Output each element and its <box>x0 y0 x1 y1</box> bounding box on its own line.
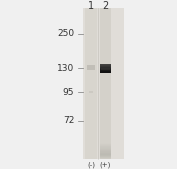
Bar <box>99 145 111 150</box>
Bar <box>99 150 111 154</box>
Bar <box>99 150 111 155</box>
Bar <box>100 64 111 65</box>
Text: 1: 1 <box>88 1 94 11</box>
Bar <box>99 147 111 151</box>
Text: (+): (+) <box>100 162 111 168</box>
Bar <box>100 71 111 73</box>
Text: 130: 130 <box>57 64 74 73</box>
Text: 72: 72 <box>63 116 74 125</box>
Bar <box>99 151 111 155</box>
Bar <box>100 67 111 68</box>
Bar <box>101 68 110 70</box>
Bar <box>99 148 111 152</box>
Bar <box>87 65 95 70</box>
Text: (-): (-) <box>87 162 95 168</box>
Bar <box>99 155 111 159</box>
Bar <box>100 66 111 67</box>
Bar <box>99 144 111 149</box>
Bar <box>85 8 97 159</box>
Bar <box>100 69 111 70</box>
Bar <box>83 8 124 159</box>
Bar <box>99 149 111 153</box>
Bar <box>99 152 111 156</box>
Text: 250: 250 <box>57 29 74 38</box>
Bar <box>99 143 111 147</box>
Text: 95: 95 <box>63 88 74 97</box>
Bar <box>99 154 111 158</box>
Bar <box>99 153 111 157</box>
Bar <box>89 91 93 93</box>
Bar <box>100 70 111 71</box>
Bar <box>99 146 111 150</box>
Bar <box>99 8 111 159</box>
Bar <box>99 144 111 148</box>
Text: 2: 2 <box>102 1 109 11</box>
Bar <box>100 68 111 69</box>
Bar <box>100 65 111 66</box>
